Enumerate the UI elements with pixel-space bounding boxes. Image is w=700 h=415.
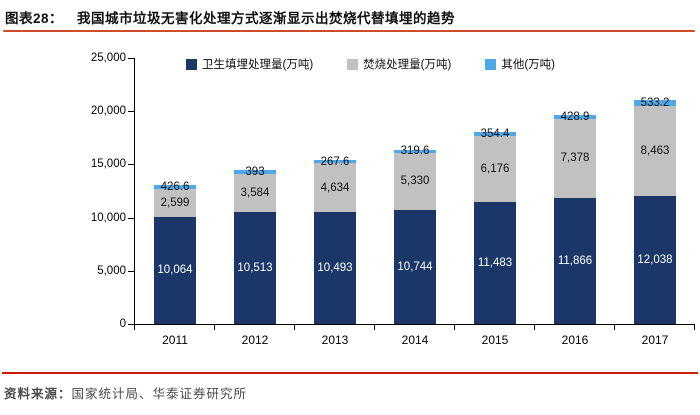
x-category-label: 2013 <box>321 333 349 347</box>
bar-segment: 393 <box>234 166 276 178</box>
chart-legend: 卫生填埋处理量(万吨) 焚烧处理量(万吨) 其他(万吨) <box>186 56 555 72</box>
bar-segment: 8,463 <box>634 105 676 196</box>
bar-segment: 533.2 <box>634 97 676 109</box>
y-tick-label: 20,000 <box>90 105 126 118</box>
source-line: 资料来源：国家统计局、华泰证券研究所 <box>4 383 247 402</box>
stacked-bar-chart: 卫生填埋处理量(万吨) 焚烧处理量(万吨) 其他(万吨) 0 5,000 10,000 1… <box>0 34 700 372</box>
figure-header: 图表28： 我国城市垃圾无害化处理方式逐渐显示出焚烧代替填埋的趋势 <box>5 7 695 27</box>
legend-swatch-icon <box>347 58 359 70</box>
x-category-label: 2017 <box>641 333 669 347</box>
bar-value-label: 10,744 <box>397 260 433 273</box>
bar-segment: 426.6 <box>154 181 196 193</box>
x-axis-tick <box>614 325 615 330</box>
bar-value-label: 4,634 <box>320 181 350 194</box>
x-category-label: 2014 <box>401 333 429 347</box>
bar-segment: 6,176 <box>474 136 516 202</box>
bar-segment: 4,634 <box>314 163 356 213</box>
x-axis-tick <box>534 325 535 330</box>
bar-segment: 2,599 <box>154 189 196 217</box>
x-axis-tick <box>454 325 455 330</box>
y-tick-label: 0 <box>119 318 126 330</box>
source-text: 国家统计局、华泰证券研究所 <box>71 387 248 401</box>
x-category-label: 2011 <box>162 333 188 347</box>
bar-value-label: 10,064 <box>157 264 193 277</box>
x-category-label: 2012 <box>241 333 269 347</box>
bar-value-label: 7,378 <box>560 152 590 165</box>
bar-value-label: 2,599 <box>160 197 190 210</box>
bar-value-label: 3,584 <box>240 187 270 200</box>
y-axis-tick <box>128 270 134 272</box>
y-axis-tick <box>128 324 134 325</box>
bar-segment: 10,064 <box>154 216 196 324</box>
x-axis-line <box>134 324 695 325</box>
legend-item: 焚烧处理量(万吨) <box>347 56 451 72</box>
bar-segment: 267.6 <box>314 156 356 168</box>
y-tick-label: 25,000 <box>90 52 126 64</box>
legend-swatch-icon <box>186 58 197 70</box>
y-axis-tick <box>128 164 134 166</box>
bar-value-label: 8,463 <box>640 144 670 157</box>
bar-segment: 354.4 <box>474 128 516 140</box>
bar-segment: 10,493 <box>314 212 356 324</box>
bar-segment: 5,330 <box>394 152 436 210</box>
figure-title: 我国城市垃圾无害化处理方式逐渐显示出焚烧代替填埋的趋势 <box>77 11 456 26</box>
x-axis-tick <box>294 325 295 330</box>
bar-value-label: 11,483 <box>477 256 513 269</box>
y-axis-tick <box>128 58 134 59</box>
y-axis-line <box>134 58 135 325</box>
bar-segment: 319.6 <box>394 145 436 157</box>
source-prefix: 资料来源： <box>4 387 72 401</box>
bar-segment: 3,584 <box>234 174 276 213</box>
y-axis-tick <box>128 217 134 219</box>
bar-segment: 428.9 <box>554 111 596 123</box>
bar-segment: 12,038 <box>634 195 676 324</box>
x-category-label: 2016 <box>561 333 589 347</box>
y-tick-label: 10,000 <box>90 211 126 224</box>
y-tick-label: 5,000 <box>97 264 126 277</box>
bar-segment: 11,483 <box>474 201 516 324</box>
title-divider <box>3 30 695 32</box>
x-axis-tick <box>214 325 215 330</box>
legend-item: 其他(万吨) <box>485 56 555 72</box>
bar-segment: 11,866 <box>554 197 596 324</box>
y-tick-label: 15,000 <box>90 158 126 171</box>
bar-segment: 10,744 <box>394 209 436 324</box>
bar-segment: 10,513 <box>234 212 276 324</box>
y-axis-tick <box>128 111 134 113</box>
bar-value-label: 5,330 <box>400 175 430 188</box>
bar-value-label: 11,866 <box>557 254 593 267</box>
legend-item: 卫生填埋处理量(万吨) <box>186 56 313 72</box>
bar-value-label: 12,038 <box>637 253 673 266</box>
x-axis-tick <box>134 325 135 330</box>
legend-swatch-icon <box>485 58 497 70</box>
bar-value-label: 10,493 <box>317 262 353 275</box>
x-axis-tick <box>374 325 375 330</box>
legend-label: 卫生填埋处理量(万吨) <box>202 59 314 71</box>
footer-divider <box>2 372 698 374</box>
figure-number: 图表28： <box>5 11 64 26</box>
bar-value-label: 6,176 <box>480 162 510 175</box>
x-category-label: 2015 <box>481 333 509 347</box>
legend-label: 焚烧处理量(万吨) <box>363 59 452 71</box>
legend-label: 其他(万吨) <box>501 59 556 71</box>
bar-value-label: 10,513 <box>237 262 273 275</box>
x-axis-tick <box>694 325 695 330</box>
bar-segment: 7,378 <box>554 119 596 198</box>
